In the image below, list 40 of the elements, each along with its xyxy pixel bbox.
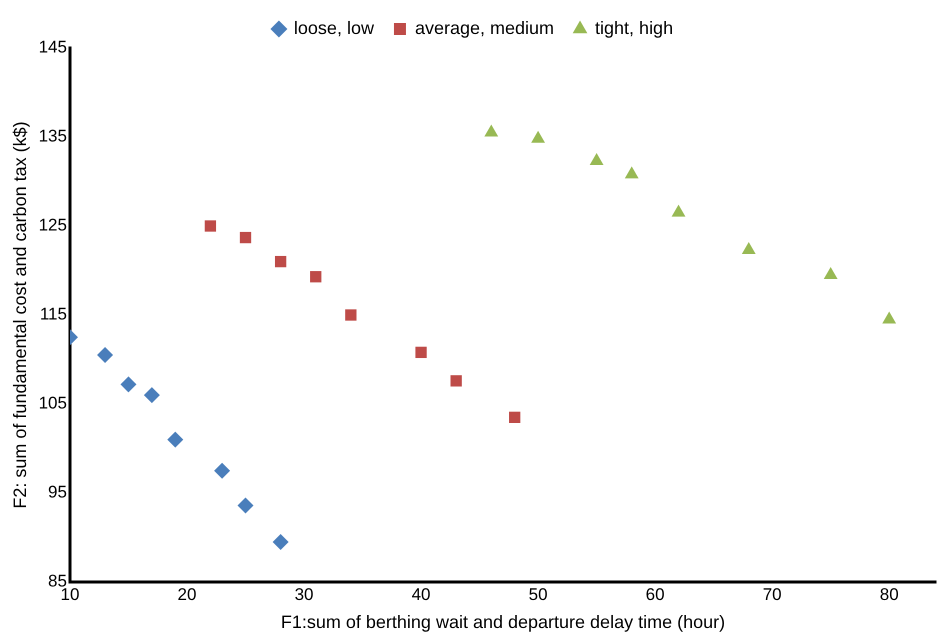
point	[167, 432, 184, 448]
y-tick-label: 125	[38, 216, 67, 235]
x-tick-label: 50	[528, 584, 548, 604]
point	[672, 204, 686, 217]
y-axis-title: F2: sum of fundamental cost and carbon tax (k$)	[10, 121, 30, 509]
point	[415, 346, 427, 358]
x-tick-label: 20	[178, 584, 196, 604]
point	[120, 376, 136, 392]
point	[450, 375, 462, 387]
y-tick-label: 115	[40, 304, 67, 324]
point	[274, 256, 286, 268]
point	[824, 266, 838, 279]
x-tick-label: 70	[762, 584, 782, 604]
legend-label: loose, low	[294, 18, 375, 38]
point	[624, 166, 639, 178]
y-tick-label: 105	[38, 394, 67, 413]
y-tick-label: 145	[38, 38, 67, 57]
point	[742, 242, 756, 254]
x-tick-label: 40	[412, 584, 431, 604]
point	[590, 153, 604, 166]
y-tick-label: 95	[48, 482, 67, 502]
x-axis-title: F1:sum of berthing wait and departure delay time (hour)	[280, 612, 726, 632]
point	[345, 309, 356, 321]
point	[310, 271, 322, 282]
point	[509, 412, 520, 424]
legend-label: average, medium	[414, 18, 554, 38]
x-tick-label: 80	[880, 584, 899, 604]
x-tick-label: 30	[294, 584, 314, 604]
x-tick-label: 60	[646, 584, 665, 604]
point	[272, 534, 289, 550]
point	[204, 220, 216, 232]
point	[214, 462, 230, 479]
point	[484, 124, 498, 137]
point	[238, 497, 254, 514]
legend-label: tight, high	[595, 18, 674, 38]
point	[531, 130, 546, 143]
y-tick-label: 135	[38, 126, 67, 146]
point	[240, 232, 252, 244]
point	[97, 347, 114, 364]
point	[144, 387, 160, 404]
